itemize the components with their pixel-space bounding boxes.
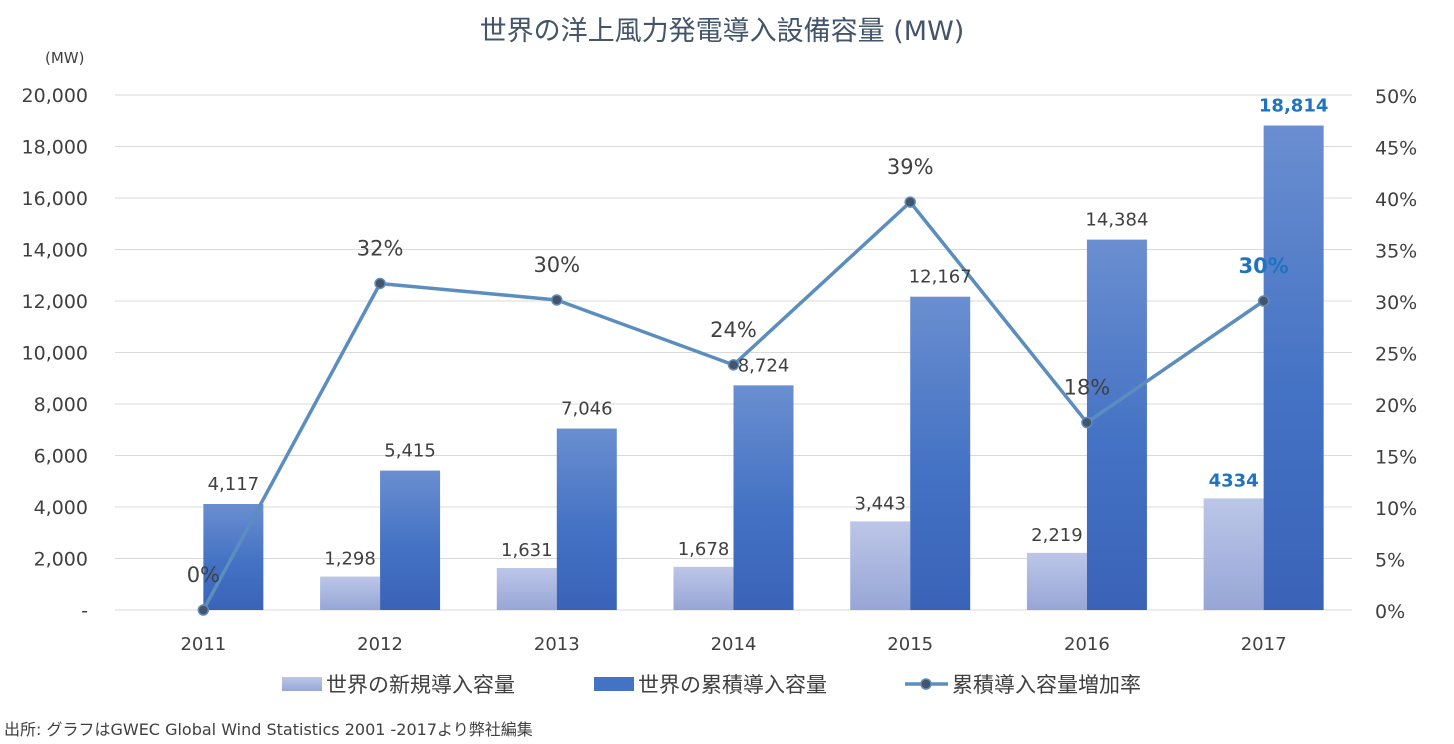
y-tick-label: 20,000 [22,85,88,107]
y2-tick-label: 30% [1375,292,1417,314]
data-label-growth-rate: 32% [357,236,404,260]
legend: 世界の新規導入容量 世界の累積導入容量 累積導入容量増加率 [282,673,1141,697]
x-tick-label: 2013 [534,634,580,655]
data-label-cumulative: 4,117 [208,474,260,495]
y-tick-label: 8,000 [34,394,88,416]
growth-rate-point [197,604,210,616]
y-tick-label: 14,000 [22,240,88,262]
growth-rate-point [374,277,386,290]
growth-rate-point [1081,416,1093,429]
bar-cumulative-capacity [733,385,794,610]
data-label-cumulative: 7,046 [561,399,613,420]
y-tick-label: 16,000 [22,188,88,210]
y-tick-label: 10,000 [22,343,88,365]
growth-rate-line [197,196,1270,616]
legend-label-cumulative: 世界の累積導入容量 [638,673,827,697]
legend-item-growth: 累積導入容量増加率 [905,673,1141,697]
y-axis-unit: (MW) [45,49,84,67]
legend-label-growth: 累積導入容量増加率 [952,673,1141,697]
data-label-new: 3,443 [854,493,906,514]
data-label-growth-rate: 39% [887,155,934,179]
y2-tick-label: 45% [1375,138,1417,160]
y-tick-label: 2,000 [34,549,88,571]
legend-item-new: 世界の新規導入容量 [282,673,515,697]
data-label-growth-rate: 24% [710,318,757,342]
source-note: 出所: グラフはGWEC Global Wind Statistics 2001… [4,720,533,739]
y2-tick-label: 50% [1375,86,1417,108]
x-tick-label: 2011 [180,634,226,655]
data-label-new: 4334 [1209,470,1259,491]
y2-tick-label: 40% [1375,189,1417,211]
data-label-growth-rate: 30% [1239,254,1289,278]
legend-swatch-cumulative [594,677,634,691]
y-tick-label: 4,000 [34,497,88,519]
bar-cumulative-capacity [1263,125,1324,611]
data-label-new: 1,631 [501,540,553,561]
data-label-growth-rate: 18% [1064,376,1111,400]
growth-rate-point [727,359,740,371]
legend-marker-growth [920,678,932,690]
data-label-new: 1,298 [324,549,376,570]
data-label-cumulative: 12,167 [909,267,972,288]
growth-rate-point [904,196,916,208]
bar-cumulative-capacity [380,470,441,610]
y2-tick-label: 15% [1375,447,1417,469]
data-label-cumulative: 18,814 [1259,96,1328,117]
y2-tick-label: 0% [1375,601,1405,623]
data-label-growth-rate: 30% [533,253,580,277]
y2-tick-label: 25% [1375,344,1417,366]
bars [203,125,1324,611]
data-labels: 1,298 1,631 1,678 3,443 2,219 4334 4,117 5,415 7… [187,96,1329,587]
y2-tick-label: 35% [1375,241,1417,263]
bar-new-capacity [1203,498,1264,610]
chart-title: 世界の洋上風力発電導入設備容量 (MW) [480,16,965,47]
x-tick-label: 2012 [357,634,403,655]
data-label-cumulative: 14,384 [1085,210,1148,231]
data-label-cumulative: 5,415 [384,441,436,462]
bar-cumulative-capacity [910,296,971,610]
bar-new-capacity [673,566,734,610]
x-tick-label: 2014 [711,634,757,655]
y-tick-label: 6,000 [34,446,88,468]
y2-tick-label: 10% [1375,498,1417,520]
growth-rate-point [551,294,563,306]
legend-swatch-new [282,677,322,691]
y-tick-label: 18,000 [22,137,88,159]
x-tick-label: 2015 [887,634,933,655]
y-tick-label: 12,000 [22,291,88,313]
y2-tick-label: 20% [1375,395,1417,417]
y2-tick-label: 5% [1375,550,1405,572]
bar-cumulative-capacity [556,428,617,610]
bar-new-capacity [320,576,381,610]
x-axis-ticks: 2011 2012 2013 2014 2015 2016 2017 [180,634,1286,655]
y2-axis-ticks: 0% 5% 10% 15% 20% 25% 30% 35% 40% 45% 50% [1375,86,1417,623]
growth-rate-point [1257,295,1270,307]
data-label-new: 2,219 [1031,525,1083,546]
data-label-growth-rate: 0% [187,563,220,587]
data-label-new: 1,678 [678,539,730,560]
x-tick-label: 2016 [1064,634,1110,655]
x-tick-label: 2017 [1241,634,1287,655]
y-tick-label: - [81,600,88,622]
legend-item-cumulative: 世界の累積導入容量 [594,673,827,697]
bar-new-capacity [850,521,911,610]
bar-new-capacity [496,568,557,610]
legend-label-new: 世界の新規導入容量 [326,673,515,697]
bar-new-capacity [1026,552,1087,610]
y-axis-ticks: - 2,000 4,000 6,000 8,000 10,000 12,000 14,000 1… [22,85,88,622]
bar-cumulative-capacity [1086,239,1147,610]
data-label-cumulative: 8,724 [738,355,790,376]
